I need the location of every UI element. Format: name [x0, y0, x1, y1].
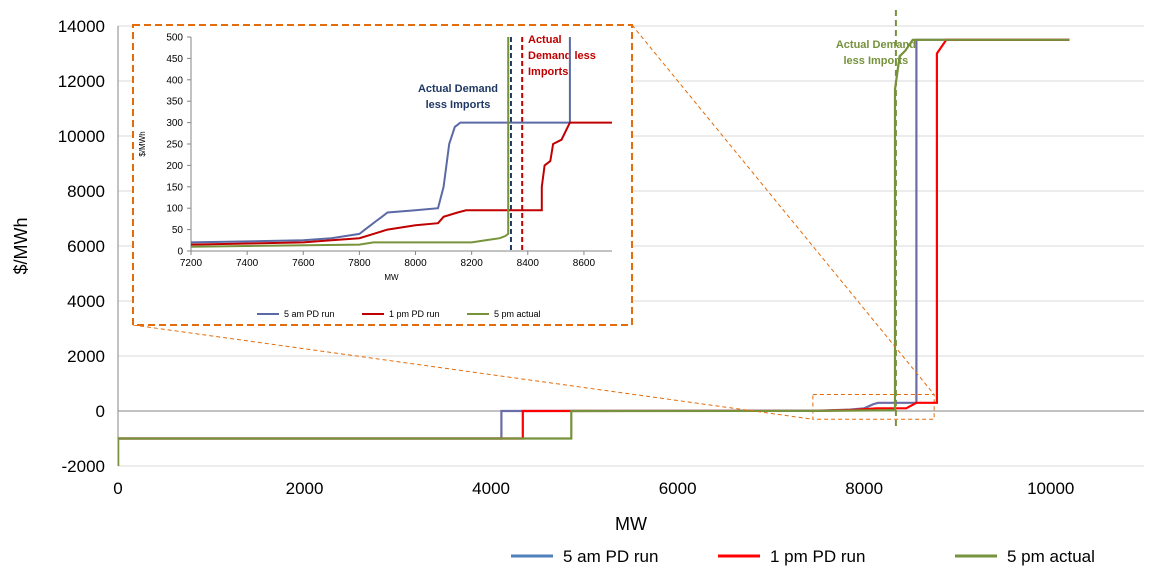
inset-y-tick-label: 100	[166, 204, 183, 215]
zoom-connector-line	[132, 324, 813, 420]
zoom-connector-line	[631, 24, 935, 395]
main-legend-label: 1 pm PD run	[770, 547, 865, 566]
inset-legend-label: 5 am PD run	[284, 309, 335, 319]
inset-y-tick-label: 0	[177, 247, 183, 258]
inset-y-tick-label: 150	[166, 182, 183, 193]
main-x-axis-title: MW	[615, 514, 647, 534]
main-y-axis-title: $/MWh	[11, 217, 31, 274]
inset-x-axis-title: MW	[384, 273, 399, 282]
inset-reference-label: Demand less	[528, 50, 596, 62]
main-y-tick-label: -2000	[62, 457, 105, 476]
main-y-tick-label: 4000	[67, 292, 105, 311]
inset-reference-label: Actual	[528, 34, 562, 46]
main-legend-label: 5 pm actual	[1007, 547, 1095, 566]
inset-x-tick-label: 7600	[292, 258, 315, 269]
inset-y-tick-label: 400	[166, 75, 183, 86]
inset-x-tick-label: 8200	[461, 258, 484, 269]
inset-series-line	[191, 37, 510, 248]
main-x-tick-label: 6000	[659, 479, 697, 498]
inset-x-tick-label: 7800	[348, 258, 371, 269]
main-reference-label: Actual Demand	[836, 39, 916, 51]
inset-reference-label: Imports	[528, 66, 568, 78]
inset-legend-label: 1 pm PD run	[389, 309, 440, 319]
main-x-tick-label: 10000	[1027, 479, 1074, 498]
main-y-tick-label: 8000	[67, 182, 105, 201]
inset-x-tick-label: 8600	[573, 258, 596, 269]
main-x-tick-label: 4000	[472, 479, 510, 498]
inset-y-tick-label: 250	[166, 140, 183, 151]
inset-reference-label: Actual Demand	[418, 83, 498, 95]
inset-y-axis-title: $/MWh	[138, 131, 147, 156]
inset-series-line	[191, 37, 571, 244]
main-y-tick-label: 2000	[67, 347, 105, 366]
main-x-tick-label: 8000	[845, 479, 883, 498]
main-legend-label: 5 am PD run	[563, 547, 658, 566]
main-series-line	[118, 38, 1070, 466]
main-y-tick-label: 10000	[58, 127, 105, 146]
inset-reference-label: less Imports	[426, 99, 491, 111]
inset-x-tick-label: 8000	[404, 258, 427, 269]
inset-y-tick-label: 500	[166, 33, 183, 44]
main-y-tick-label: 12000	[58, 72, 105, 91]
main-y-tick-label: 14000	[58, 17, 105, 36]
inset-y-tick-label: 200	[166, 161, 183, 172]
inset-y-tick-label: 300	[166, 118, 183, 129]
inset-chart: 0 50 100 150 200 250 300 350 400 450 500 7200 7400 76…	[132, 24, 935, 420]
inset-x-tick-label: 7400	[236, 258, 259, 269]
inset-legend-label: 5 pm actual	[494, 309, 541, 319]
inset-x-tick-label: 8400	[517, 258, 540, 269]
main-y-tick-label: 6000	[67, 237, 105, 256]
inset-y-tick-label: 350	[166, 97, 183, 108]
inset-frame	[132, 24, 633, 326]
inset-y-tick-label: 50	[172, 225, 184, 236]
inset-x-tick-label: 7200	[180, 258, 203, 269]
zoom-source-box	[812, 394, 935, 420]
main-reference-label: less Imports	[843, 55, 908, 67]
main-x-tick-label: 0	[113, 479, 122, 498]
main-x-tick-label: 2000	[286, 479, 324, 498]
inset-series-line	[191, 121, 612, 246]
inset-y-tick-label: 450	[166, 54, 183, 65]
main-y-tick-label: 0	[96, 402, 105, 421]
